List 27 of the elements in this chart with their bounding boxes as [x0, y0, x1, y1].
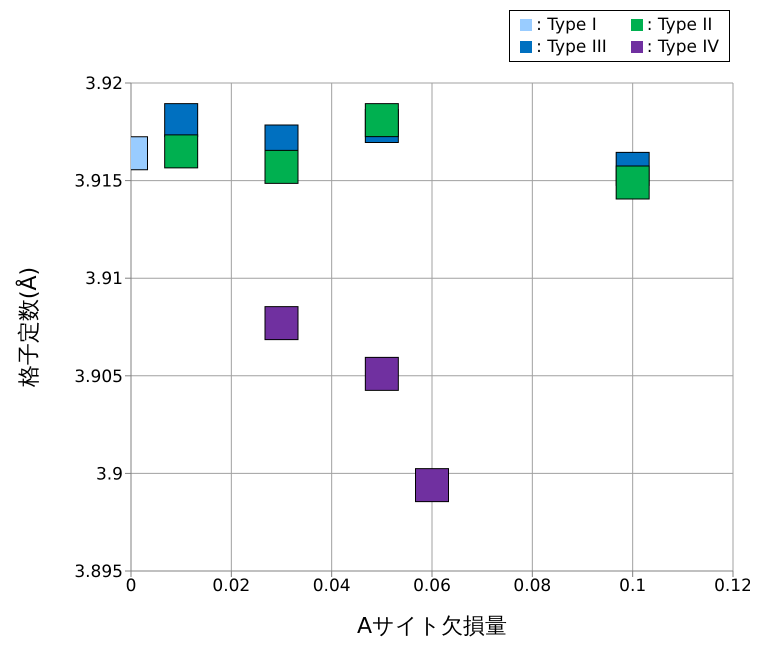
point [164, 103, 198, 138]
y-tick-label: 3.91 [85, 269, 123, 290]
point [364, 356, 399, 391]
x-tick-label: 0 [126, 576, 136, 596]
point [415, 468, 449, 502]
legend-label: : Type I [536, 15, 597, 35]
x-axis-title: Aサイト欠損量 [356, 614, 508, 639]
y-axis-title: 格子定数(Å) [14, 266, 42, 388]
x-tick-label: 0.12 [714, 576, 752, 596]
point [616, 166, 650, 200]
legend-label: : Type II [646, 15, 712, 35]
legend-label: : Type IV [646, 37, 719, 57]
point [164, 134, 198, 168]
point [264, 150, 298, 184]
x-tick-label: 0.1 [619, 576, 646, 596]
x-tick-label: 0.04 [312, 576, 351, 596]
point [364, 103, 399, 138]
y-tick-label: 3.92 [85, 74, 123, 94]
point [264, 306, 298, 340]
y-tick-label: 3.895 [74, 562, 123, 582]
legend-label: : Type III [536, 37, 607, 57]
y-tick-label: 3.9 [96, 464, 123, 484]
y-tick-label: 3.905 [74, 366, 123, 387]
x-tick-label: 0.06 [413, 576, 451, 596]
y-tick-label: 3.915 [74, 172, 123, 192]
x-tick-label: 0.08 [513, 576, 552, 596]
x-tick-label: 0.02 [212, 576, 250, 596]
